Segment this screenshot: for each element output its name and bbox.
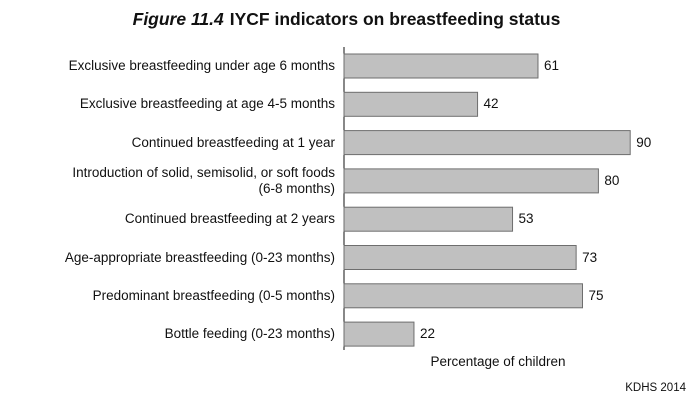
data-label: 42: [483, 96, 499, 112]
bar: [343, 91, 479, 117]
bar: [343, 168, 599, 194]
x-axis-label: Percentage of children: [430, 354, 566, 369]
bar: [343, 283, 583, 309]
data-label: 73: [582, 249, 598, 265]
data-label: 22: [419, 326, 435, 342]
category-label: Predominant breastfeeding (0-5 months): [92, 287, 335, 303]
category-label: Exclusive breastfeeding at age 4-5 month…: [79, 96, 335, 112]
data-label: 80: [604, 172, 620, 188]
category-label: Introduction of solid, semisolid, or sof…: [72, 164, 335, 196]
figure-label: Figure 11.4: [132, 9, 224, 29]
bar: [343, 206, 514, 232]
data-label: 61: [543, 58, 559, 73]
category-label: Age-appropriate breastfeeding (0-23 mont…: [64, 249, 335, 265]
bar: [343, 130, 631, 156]
chart-title: Figure 11.4 IYCF indicators on breastfeed…: [0, 9, 693, 30]
category-label: Exclusive breastfeeding under age 6 mont…: [68, 58, 335, 73]
title-text: IYCF indicators on breastfeeding status: [229, 9, 561, 29]
category-label: Bottle feeding (0-23 months): [164, 326, 335, 342]
source-note: KDHS 2014: [625, 382, 686, 394]
category-label: Continued breastfeeding at 2 years: [124, 211, 335, 227]
data-label: 90: [636, 134, 652, 150]
bar: [343, 53, 539, 79]
bar: [343, 245, 577, 270]
category-label: Continued breastfeeding at 1 year: [131, 134, 335, 150]
bar: [343, 321, 415, 347]
data-label: 53: [518, 211, 534, 227]
data-label: 75: [588, 287, 604, 303]
